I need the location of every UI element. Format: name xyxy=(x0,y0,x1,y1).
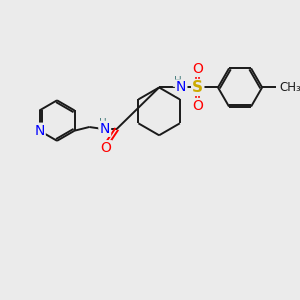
Text: O: O xyxy=(192,62,203,76)
Text: N: N xyxy=(100,122,110,136)
Text: S: S xyxy=(192,80,203,95)
Text: CH₃: CH₃ xyxy=(280,81,300,94)
Text: N: N xyxy=(34,124,45,138)
Text: H: H xyxy=(99,118,107,128)
Text: N: N xyxy=(176,80,186,94)
Text: O: O xyxy=(100,141,111,155)
Text: O: O xyxy=(192,99,203,113)
Text: H: H xyxy=(174,76,182,86)
